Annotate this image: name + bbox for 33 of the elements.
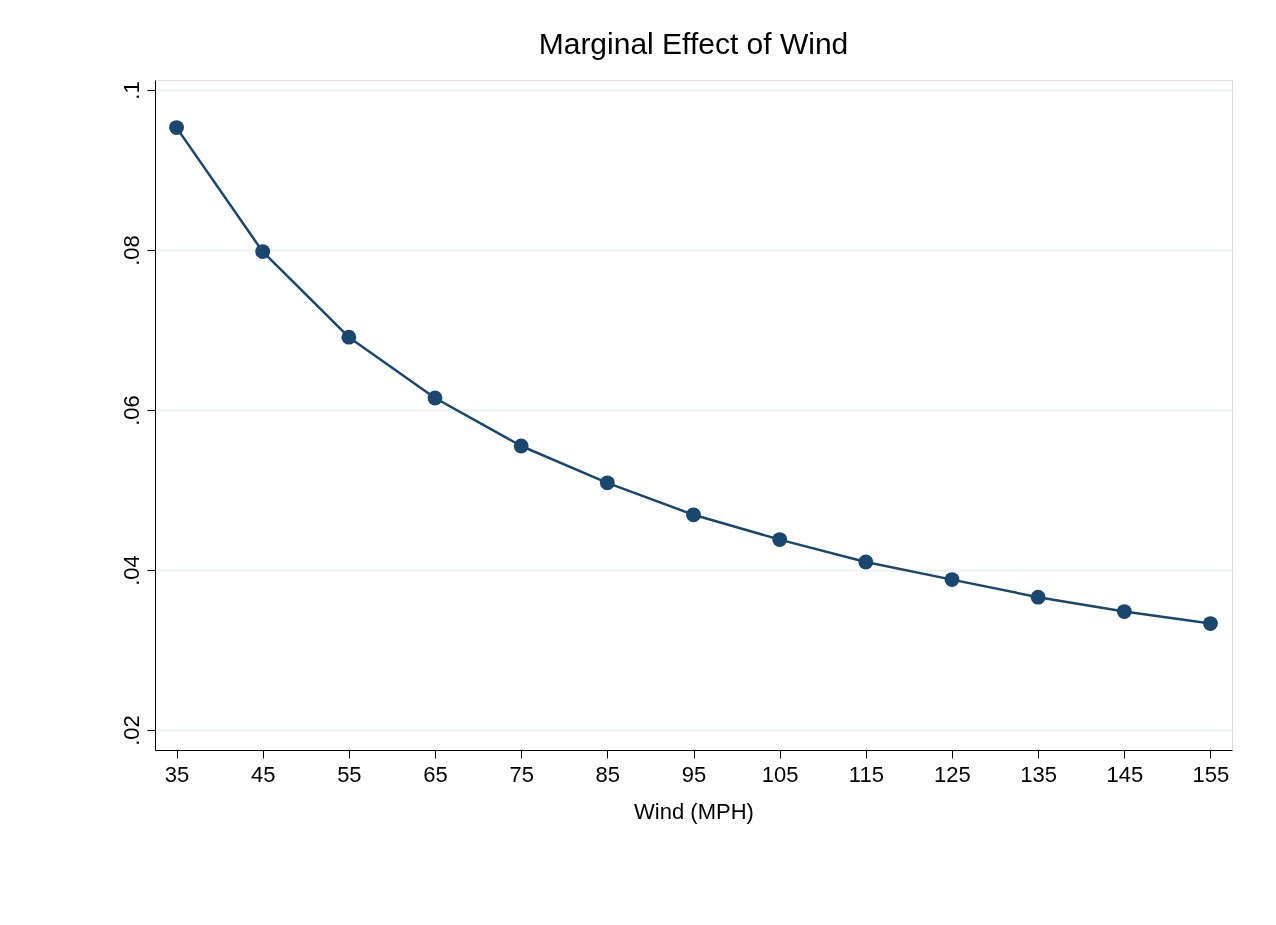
x-tick-label: 135 (1020, 761, 1057, 787)
x-axis-title: Wind (MPH) (634, 798, 754, 824)
point (427, 390, 443, 406)
y-tick-label: .1 (118, 81, 144, 100)
point (1030, 589, 1046, 605)
y-tick-label: .02 (118, 715, 144, 746)
x-tick-label: 35 (164, 761, 190, 787)
point (599, 475, 615, 491)
x-tick-label: 95 (681, 761, 707, 787)
point (169, 120, 184, 135)
point (513, 438, 529, 454)
x-tick-label: 85 (595, 761, 621, 787)
point (1203, 616, 1218, 631)
x-tick-label: 105 (761, 761, 799, 787)
point (772, 532, 788, 547)
x-tick-label: 75 (509, 761, 534, 787)
x-tick-label: 145 (1106, 761, 1144, 787)
y-tick-label: .08 (118, 235, 144, 266)
x-tick-label: 55 (337, 761, 362, 787)
x-tick-label: 125 (934, 761, 971, 787)
chart-title: Marginal Effect of Wind (538, 27, 849, 60)
point (858, 554, 874, 570)
point (686, 507, 701, 523)
x-tick-label: 45 (250, 761, 276, 787)
point (255, 244, 271, 259)
x-tick-label: 115 (848, 761, 884, 787)
y-tick-label: .04 (118, 555, 144, 586)
point (341, 329, 357, 345)
point (944, 572, 960, 587)
x-tick-label: 65 (423, 761, 448, 787)
y-tick-label: .06 (118, 395, 144, 426)
x-tick-label: 155 (1192, 761, 1230, 787)
point (1116, 604, 1132, 619)
